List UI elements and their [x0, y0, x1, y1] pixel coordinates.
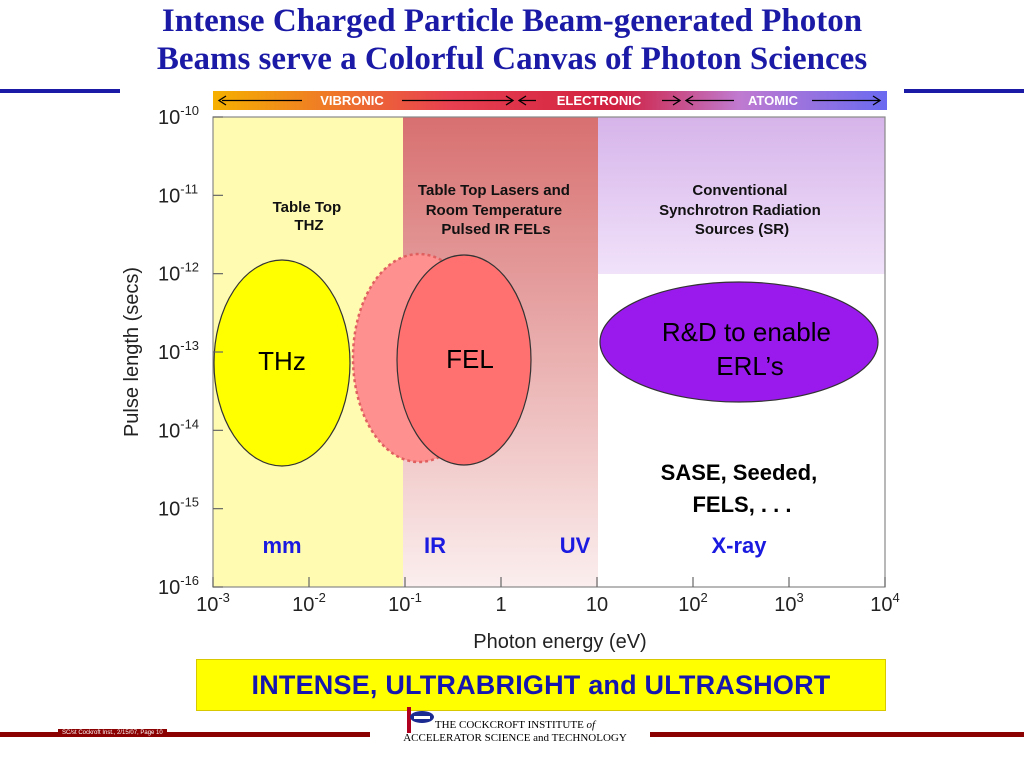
headline-banner-text: INTENSE, ULTRABRIGHT and ULTRASHORT	[251, 669, 831, 700]
y-tick-label: 10-16	[158, 573, 199, 599]
title-line-1: Intense Charged Particle Beam-generated …	[161, 3, 863, 39]
photon-science-diagram: VIBRONIC ELECTRONIC ATOMIC Table Top THZ…	[121, 91, 900, 653]
region-conventional-sr	[598, 117, 885, 274]
y-tick-label: 10-11	[158, 181, 198, 207]
x-tick-label: 10-3	[196, 590, 230, 616]
x-axis-title: Photon energy (eV)	[473, 631, 646, 653]
institute-line-2: ACCELERATOR SCIENCE and TECHNOLOGY	[403, 732, 627, 744]
spectrum-bar	[213, 91, 887, 110]
spectrum-label-atomic: ATOMIC	[748, 93, 799, 108]
x-tick-label: 1	[495, 594, 506, 616]
region-label-thz: Table Top THZ	[273, 199, 346, 234]
y-tick-label: 10-12	[158, 260, 199, 286]
x-tick-label: 10-2	[292, 590, 326, 616]
y-tick-label: 10-13	[158, 338, 199, 364]
headline-banner: INTENSE, ULTRABRIGHT and ULTRASHORT	[196, 659, 886, 711]
x-tick-label: 10-1	[388, 590, 422, 616]
title-rule-left	[0, 89, 120, 93]
x-tick-label: 102	[678, 590, 707, 616]
band-label-mm: mm	[262, 533, 301, 558]
footer-bar-right	[650, 732, 1024, 737]
band-label-ir: IR	[424, 533, 446, 558]
ellipse-fel	[396, 254, 532, 466]
x-tick-label: 103	[774, 590, 803, 616]
region-label-lasers: Table Top Lasers and Room Temperature Pu…	[418, 182, 574, 238]
ellipse-erl	[599, 281, 879, 403]
ellipse-label-thz: THz	[258, 346, 306, 376]
region-label-sr: Conventional Synchrotron Radiation Sourc…	[659, 182, 825, 238]
x-tick-label: 10	[586, 594, 608, 616]
spectrum-label-vibronic: VIBRONIC	[320, 93, 384, 108]
x-tick-label: 104	[870, 590, 899, 616]
cockcroft-logo-icon	[407, 707, 434, 733]
y-axis-title: Pulse length (secs)	[121, 267, 143, 437]
institute-line-1: THE COCKCROFT INSTITUTE	[434, 719, 584, 731]
y-tick-label: 10-15	[158, 495, 199, 521]
institute-name: THE COCKCROFT INSTITUTE of ACCELERATOR S…	[380, 719, 650, 745]
spectrum-arrows	[217, 95, 882, 106]
ellipse-label-erl: R&D to enable ERL’s	[662, 317, 838, 381]
band-label-uv: UV	[560, 533, 591, 558]
footer-label: SC/st Cockroft Inst., 2/15/07, Page 10	[58, 729, 167, 737]
title-line-2: Beams serve a Colorful Canvas of Photon …	[156, 41, 868, 77]
title-rule-right	[904, 89, 1024, 93]
y-tick-label: 10-10	[158, 103, 199, 129]
footer-bar-left	[0, 732, 370, 737]
spectrum-label-electronic: ELECTRONIC	[557, 93, 642, 108]
sase-annotation: SASE, Seeded, FELS, . . .	[661, 460, 824, 517]
ellipse-label-fel: FEL	[446, 344, 494, 374]
ellipse-thz	[213, 259, 351, 467]
institute-of: of	[586, 719, 596, 731]
band-label-xray: X-ray	[711, 533, 767, 558]
slide-title: Intense Charged Particle Beam-generated …	[0, 2, 1024, 78]
y-tick-label: 10-14	[158, 416, 199, 442]
